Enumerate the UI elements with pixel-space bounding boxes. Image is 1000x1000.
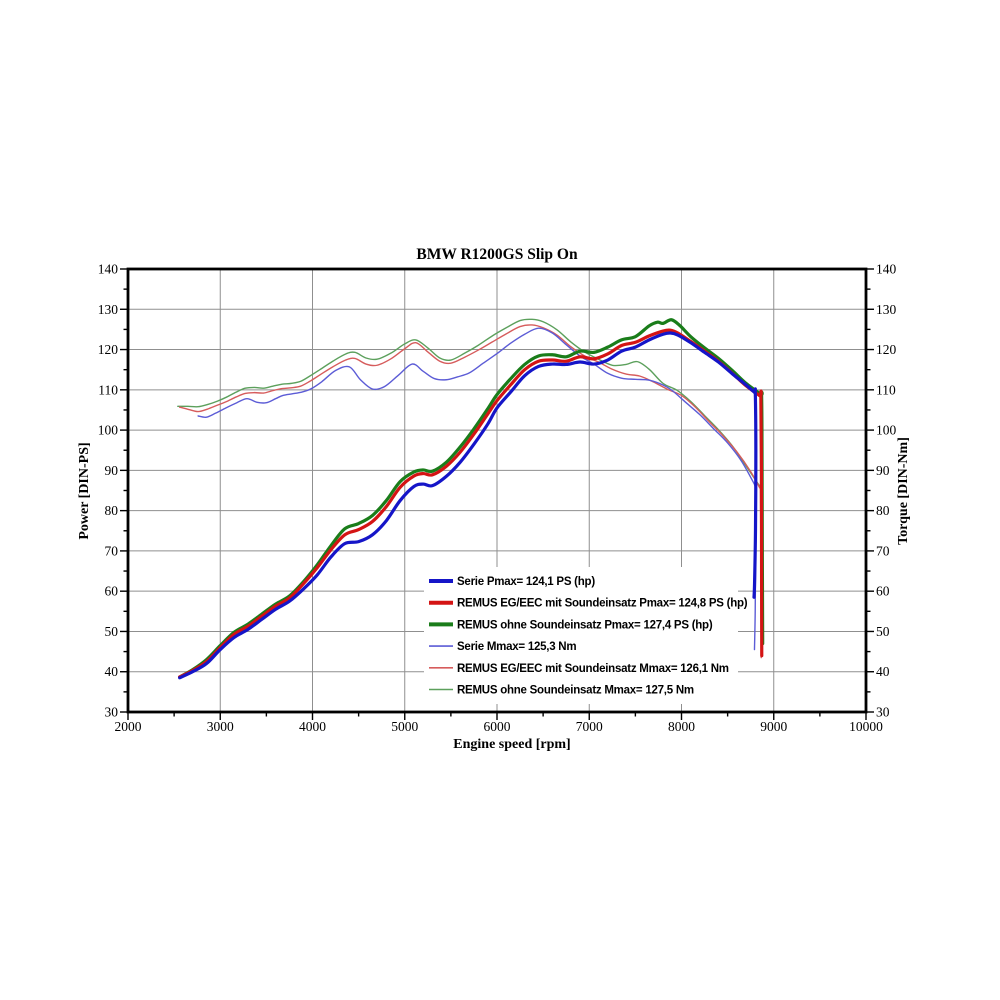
legend-item-remus-ohne-power: REMUS ohne Soundeinsatz Pmax= 127,4 PS (… [429,619,713,631]
x-tick-label: 3000 [207,719,234,734]
legend-item-serie-torque: Serie Mmax= 125,3 Nm [429,641,577,653]
y-tick-label-left: 30 [105,705,119,720]
x-tick-label: 7000 [576,719,603,734]
y-tick-label-left: 140 [98,262,119,277]
y-tick-label-left: 90 [105,463,119,478]
curve-remus-eg-torque [178,324,762,659]
y-tick-label-left: 130 [98,302,119,317]
x-tick-label: 10000 [849,719,883,734]
y-tick-label-right: 80 [876,503,890,518]
y-tick-label-right: 50 [876,624,890,639]
x-tick-label: 9000 [760,719,787,734]
y-tick-label-right: 140 [876,262,897,277]
legend-label: Serie Pmax= 124,1 PS (hp) [457,576,595,588]
curves [177,318,765,680]
y-tick-label-right: 70 [876,543,890,558]
y-tick-label-left: 80 [105,503,119,518]
y-tick-label-right: 130 [876,302,897,317]
x-tick-label: 2000 [115,719,142,734]
y-tick-label-left: 50 [105,624,119,639]
legend-label: REMUS EG/EEC mit Soundeinsatz Mmax= 126,… [457,663,729,675]
y-tick-label-right: 40 [876,664,890,679]
legend-item-remus-eg-power: REMUS EG/EEC mit Soundeinsatz Pmax= 124,… [429,598,748,610]
legend-item-remus-ohne-torque: REMUS ohne Soundeinsatz Mmax= 127,5 Nm [429,685,694,697]
y-tick-label-left: 110 [98,382,118,397]
x-tick-label: 6000 [484,719,511,734]
x-tick-label: 4000 [299,719,326,734]
legend-background [424,567,738,704]
y-tick-label-left: 120 [98,342,119,357]
legend: Serie Pmax= 124,1 PS (hp) REMUS EG/EEC mi… [424,567,748,704]
legend-label: REMUS ohne Soundeinsatz Mmax= 127,5 Nm [457,685,694,697]
y-axis-label-left: Power [DIN-PS] [77,442,92,539]
curve-serie-power [178,331,758,680]
legend-label: REMUS ohne Soundeinsatz Pmax= 127,4 PS (… [457,619,713,631]
y-tick-label-right: 100 [876,423,897,438]
y-tick-label-left: 70 [105,543,119,558]
y-tick-label-right: 30 [876,705,890,720]
axis-ticks [120,268,874,720]
chart-title: BMW R1200GS Slip On [416,246,578,263]
legend-item-serie-power: Serie Pmax= 124,1 PS (hp) [429,576,596,588]
y-tick-label-right: 120 [876,342,897,357]
x-axis-label: Engine speed [rpm] [453,737,570,752]
curve-serie-torque [197,327,757,651]
y-tick-label-left: 60 [105,584,119,599]
tick-labels: 30 30 40 40 50 50 60 60 70 70 80 80 90 90 100 100 110 110… [98,262,897,735]
x-tick-label: 5000 [391,719,418,734]
y-axis-label-right: Torque [DIN-Nm] [896,437,911,545]
curve-remus-ohne-torque [177,318,763,645]
legend-label: Serie Mmax= 125,3 Nm [457,641,576,653]
y-tick-label-left: 100 [98,423,119,438]
legend-label: REMUS EG/EEC mit Soundeinsatz Pmax= 124,… [457,598,748,610]
x-tick-label: 8000 [668,719,695,734]
y-tick-label-right: 60 [876,584,890,599]
y-tick-label-right: 110 [876,382,896,397]
legend-item-remus-eg-torque: REMUS EG/EEC mit Soundeinsatz Mmax= 126,… [429,663,729,675]
y-tick-label-right: 90 [876,463,890,478]
y-tick-label-left: 40 [105,664,119,679]
